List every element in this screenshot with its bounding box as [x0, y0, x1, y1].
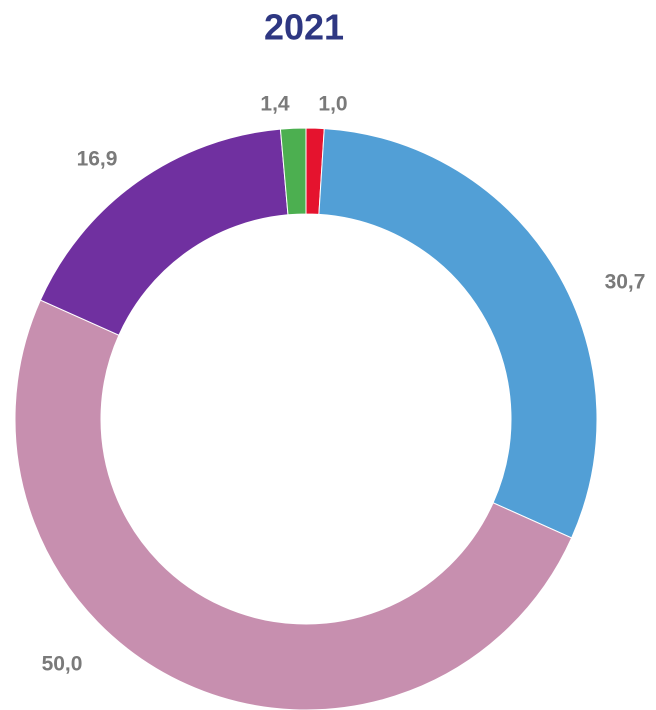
data-label: 50,0 [42, 653, 83, 676]
chart-title: 2021 [264, 7, 344, 48]
donut-segment [279, 127, 307, 216]
data-label: 16,9 [77, 148, 118, 171]
donut-segment [14, 299, 573, 710]
data-label: 30,7 [605, 271, 646, 294]
data-label: 1,4 [260, 93, 290, 116]
donut-segment [318, 128, 598, 539]
data-label: 1,0 [318, 93, 347, 116]
